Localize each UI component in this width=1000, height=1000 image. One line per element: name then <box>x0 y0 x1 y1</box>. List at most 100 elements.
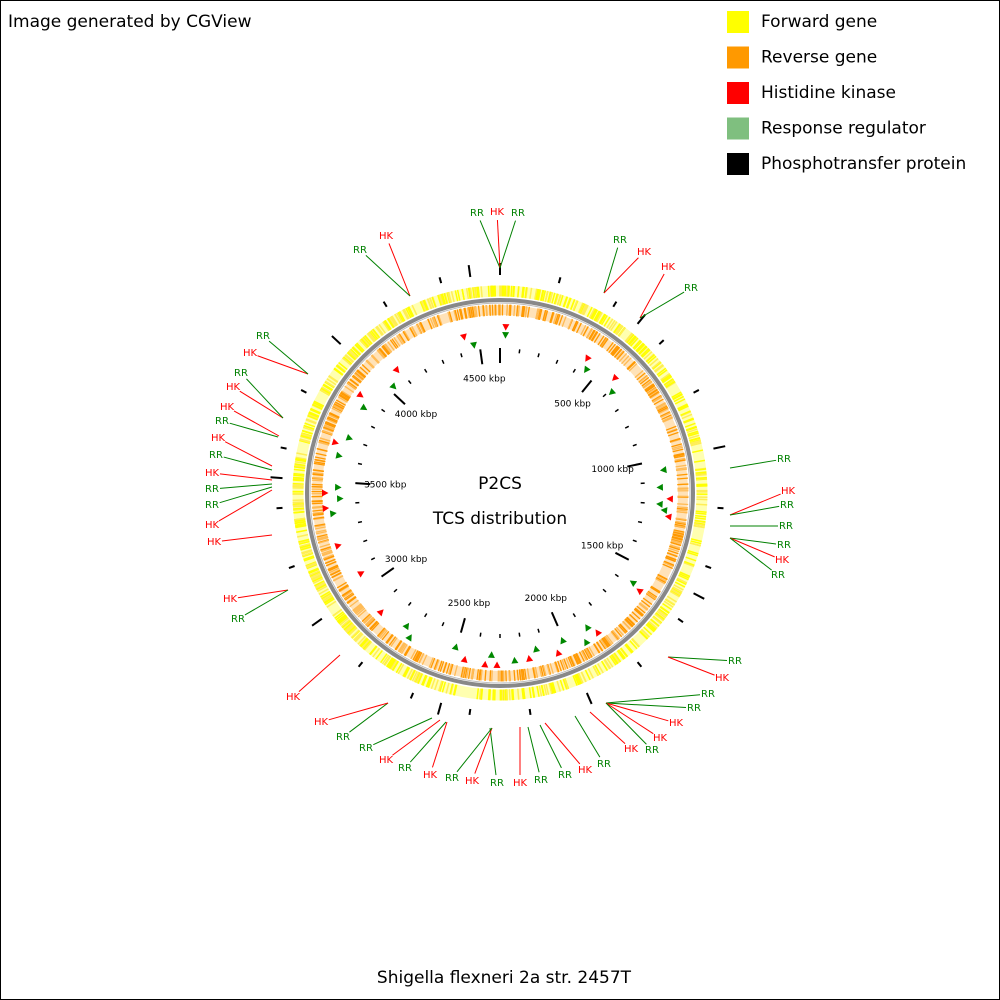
inner-tick <box>479 349 484 365</box>
feature-label: RR <box>645 745 659 756</box>
reverse-gene <box>665 555 677 561</box>
forward-gene <box>695 471 707 474</box>
forward-gene <box>446 292 451 304</box>
forward-gene <box>308 411 320 417</box>
tcs-marker <box>502 323 510 331</box>
reverse-gene <box>652 395 663 403</box>
feature-label: HK <box>669 718 684 729</box>
reverse-gene <box>404 646 412 657</box>
forward-gene <box>342 356 353 365</box>
outer-tick <box>300 389 307 394</box>
reverse-gene <box>612 346 621 357</box>
forward-gene <box>511 689 514 701</box>
leader-line <box>639 273 665 319</box>
reverse-gene <box>569 655 575 667</box>
forward-gene <box>406 306 414 318</box>
reverse-gene <box>672 448 684 453</box>
reverse-gene <box>369 621 379 631</box>
forward-gene <box>336 364 346 373</box>
forward-gene <box>345 624 355 633</box>
reverse-gene <box>314 524 326 528</box>
forward-gene <box>397 311 405 323</box>
reverse-gene <box>395 640 403 651</box>
leader-line <box>328 702 389 721</box>
reverse-gene <box>517 305 520 317</box>
forward-gene <box>671 391 682 399</box>
reverse-gene <box>476 669 480 681</box>
outer-tick <box>636 661 643 668</box>
forward-gene <box>394 313 401 325</box>
inner-tick <box>355 482 371 486</box>
outer-tick <box>467 265 472 278</box>
reverse-gene <box>313 516 325 520</box>
reverse-gene <box>323 426 334 432</box>
reverse-gene <box>327 564 339 571</box>
reverse-gene <box>572 654 579 665</box>
forward-gene <box>306 563 317 569</box>
forward-gene <box>647 355 657 365</box>
forward-gene <box>696 503 708 506</box>
forward-gene <box>615 325 624 335</box>
forward-gene <box>590 308 597 320</box>
forward-gene <box>604 658 612 669</box>
feature-label: RR <box>534 775 548 786</box>
forward-gene <box>676 578 687 586</box>
forward-gene <box>542 290 547 302</box>
reverse-gene <box>467 667 472 679</box>
forward-gene <box>580 671 587 683</box>
feature-label: RR <box>215 416 229 427</box>
forward-gene <box>574 674 581 685</box>
reverse-gene <box>621 355 630 365</box>
reverse-gene <box>322 551 333 557</box>
legend-label: Response regulator <box>761 119 926 139</box>
feature-label: RR <box>597 759 611 770</box>
reverse-gene <box>655 402 666 409</box>
forward-gene <box>324 381 335 389</box>
forward-gene <box>411 670 418 682</box>
forward-gene <box>577 302 584 314</box>
forward-gene <box>387 317 395 328</box>
forward-gene <box>389 316 397 327</box>
reverse-gene <box>673 530 685 535</box>
forward-gene <box>673 395 685 403</box>
tcs-marker <box>331 438 339 446</box>
forward-gene <box>632 339 642 349</box>
reverse-gene <box>581 649 589 661</box>
outer-tick <box>409 692 415 699</box>
reverse-gene <box>671 537 683 542</box>
forward-gene <box>441 293 446 305</box>
reverse-gene <box>526 306 530 318</box>
reverse-gene <box>533 667 537 679</box>
forward-gene <box>384 319 392 330</box>
forward-gene <box>352 346 361 356</box>
forward-gene <box>467 287 471 299</box>
outer-tick <box>557 277 562 284</box>
forward-gene <box>332 608 343 617</box>
reverse-gene <box>614 628 623 638</box>
scale-label: 2000 kbp <box>525 594 568 604</box>
reverse-gene <box>326 417 338 424</box>
reverse-gene <box>636 372 646 381</box>
forward-gene <box>631 637 641 648</box>
forward-gene <box>695 468 707 472</box>
forward-gene <box>368 645 378 655</box>
tcs-marker <box>481 660 489 668</box>
forward-gene <box>581 304 588 315</box>
leader-line <box>431 721 448 768</box>
inner-tick <box>381 408 386 413</box>
forward-gene <box>549 682 554 694</box>
reverse-gene <box>520 669 524 681</box>
reverse-gene <box>384 343 393 353</box>
scale-label: 3500 kbp <box>364 481 407 491</box>
forward-gene <box>687 549 699 555</box>
reverse-gene <box>513 669 516 681</box>
reverse-gene <box>326 418 337 425</box>
forward-gene <box>480 688 483 700</box>
reverse-gene <box>676 509 688 512</box>
forward-gene <box>403 667 411 678</box>
reverse-gene <box>332 405 343 413</box>
reverse-gene <box>400 643 408 655</box>
forward-gene <box>294 519 306 523</box>
reverse-gene <box>645 593 656 601</box>
reverse-gene <box>377 348 386 359</box>
